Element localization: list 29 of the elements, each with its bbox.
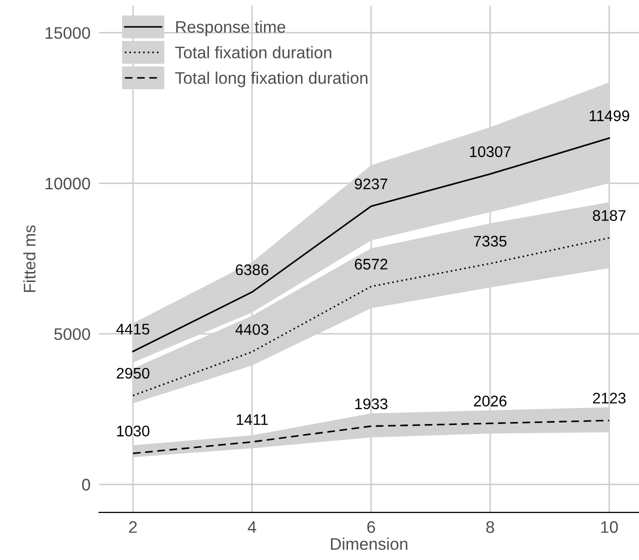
- y-tick-label: 5000: [54, 328, 90, 340]
- data-label: 9237: [354, 178, 388, 190]
- data-label: 1933: [355, 398, 388, 410]
- x-tick-label: 4: [248, 521, 256, 533]
- x-axis-title: Dimension: [331, 538, 408, 550]
- data-label: 11499: [590, 110, 630, 122]
- y-tick-label: 0: [82, 478, 90, 491]
- legend-label: Total long fixation duration: [175, 72, 368, 88]
- data-label: 4403: [235, 324, 268, 335]
- x-tick-label: 8: [486, 521, 494, 533]
- data-label: 2950: [116, 368, 150, 379]
- data-label: 6572: [354, 258, 388, 270]
- x-tick-label: 6: [367, 521, 376, 533]
- x-tick-label: 10: [601, 521, 618, 533]
- legend-label: Response time: [176, 20, 286, 36]
- data-label: 10307: [470, 146, 511, 158]
- y-tick-label: 10000: [46, 178, 90, 190]
- data-label: 1030: [117, 426, 150, 436]
- y-tick-label: 15000: [46, 27, 90, 39]
- y-axis-title: Fitted ms: [23, 225, 36, 292]
- data-label: 6386: [236, 264, 268, 276]
- data-label: 8187: [592, 210, 626, 221]
- data-label: 2026: [474, 396, 506, 406]
- x-tick-label: 2: [129, 521, 137, 533]
- legend-label: Total fixation duration: [175, 46, 332, 58]
- data-label: 2123: [593, 392, 626, 404]
- data-label: 4415: [116, 324, 150, 335]
- data-label: 7335: [474, 236, 507, 247]
- data-label: 1411: [236, 414, 268, 425]
